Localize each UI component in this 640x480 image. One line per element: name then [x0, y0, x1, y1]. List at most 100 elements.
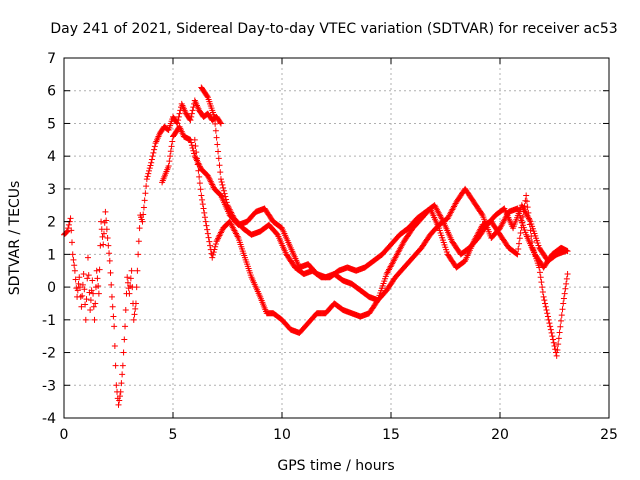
- data-point-trace-a: [146, 167, 153, 174]
- data-point-trace-c: [555, 341, 562, 348]
- data-point-trace-a: [72, 276, 79, 283]
- data-point-trace-c: [542, 300, 549, 307]
- data-point-trace-a: [71, 267, 78, 274]
- data-point-trace-a: [116, 393, 123, 400]
- data-point-trace-a: [82, 301, 89, 308]
- data-point-trace-c: [204, 230, 211, 237]
- data-point-trace-d: [216, 162, 223, 169]
- data-point-trace-a: [84, 254, 91, 261]
- data-point-trace-a: [189, 107, 196, 114]
- y-tick-label: 3: [47, 182, 56, 198]
- y-axis-label: SDTVAR / TECUs: [7, 181, 23, 296]
- data-point-trace-c: [193, 155, 200, 162]
- data-point-trace-a: [91, 316, 98, 323]
- y-tick-label: -3: [42, 378, 56, 394]
- data-point-trace-a: [174, 120, 181, 127]
- data-point-trace-c: [556, 329, 563, 336]
- data-point-trace-c: [518, 224, 525, 231]
- data-point-trace-a: [175, 117, 182, 124]
- data-point-trace-a: [141, 197, 148, 204]
- data-point-trace-a: [84, 275, 91, 282]
- data-point-trace-a: [145, 170, 152, 177]
- data-point-trace-b: [478, 210, 485, 217]
- data-point-trace-a: [117, 388, 124, 395]
- data-point-trace-a: [124, 274, 131, 281]
- axis-ticks: 0 5 10 15 20 25 -4 -3 -2 -1 0 1 2 3 4 5 6 7: [42, 51, 618, 443]
- data-point-trace-a: [112, 362, 119, 369]
- data-point-trace-a: [65, 225, 72, 232]
- data-point-trace-b: [165, 163, 172, 169]
- data-point-trace-a: [76, 274, 83, 281]
- data-point-trace-d: [212, 120, 219, 127]
- data-point-trace-a: [151, 146, 158, 153]
- data-point-trace-a: [217, 119, 224, 126]
- data-point-trace-c: [537, 274, 544, 281]
- data-point-trace-a: [132, 305, 139, 312]
- data-point-trace-a: [106, 257, 113, 264]
- data-point-trace-c: [554, 347, 561, 353]
- data-point-trace-a: [65, 221, 72, 228]
- data-point-trace-c: [516, 240, 523, 247]
- data-point-trace-c: [543, 307, 550, 313]
- x-axis-label: GPS time / hours: [277, 458, 394, 474]
- data-point-trace-c: [555, 335, 562, 342]
- data-point-trace-c: [205, 234, 212, 241]
- data-point-trace-a: [133, 284, 140, 291]
- data-point-trace-b: [169, 138, 176, 145]
- data-point-trace-c: [560, 295, 567, 302]
- data-point-trace-c: [524, 204, 531, 211]
- data-point-trace-c: [199, 201, 206, 208]
- data-point-trace-d: [227, 208, 234, 215]
- data-point-trace-d: [204, 93, 211, 100]
- data-point-trace-a: [81, 286, 88, 293]
- data-point-trace-c: [193, 149, 200, 156]
- data-point-trace-d: [224, 202, 231, 209]
- data-point-trace-d: [526, 217, 533, 224]
- data-point-trace-a: [89, 277, 96, 284]
- data-point-trace-a: [121, 336, 128, 343]
- data-point-trace-a: [122, 323, 129, 330]
- data-point-trace-d: [226, 206, 233, 213]
- data-point-trace-c: [539, 289, 546, 295]
- data-point-trace-d: [218, 179, 225, 185]
- data-point-trace-a: [95, 283, 102, 289]
- data-point-trace-c: [564, 271, 571, 277]
- data-point-trace-a: [105, 242, 112, 249]
- data-point-trace-a: [87, 297, 94, 304]
- data-point-trace-a: [103, 226, 110, 233]
- data-point-trace-c: [548, 329, 555, 336]
- data-point-trace-b: [168, 143, 175, 150]
- data-point-trace-c: [204, 226, 211, 233]
- data-point-trace-c: [519, 219, 526, 226]
- data-point-trace-a: [150, 149, 157, 156]
- data-point-trace-a: [82, 316, 89, 323]
- data-point-trace-a: [140, 204, 147, 211]
- data-point-trace-a: [127, 275, 134, 282]
- data-point-trace-c: [542, 303, 549, 310]
- data-point-trace-b: [190, 147, 197, 154]
- data-point-trace-a: [119, 362, 126, 369]
- y-tick-label: 0: [47, 280, 56, 296]
- data-point-trace-a: [94, 275, 101, 282]
- data-point-trace-b: [195, 160, 202, 167]
- data-point-trace-a: [116, 397, 123, 404]
- data-point-trace-c: [203, 222, 210, 229]
- data-point-trace-a: [175, 113, 182, 120]
- data-point-trace-c: [516, 235, 523, 242]
- data-point-trace-a: [143, 176, 150, 183]
- data-point-trace-a: [68, 227, 75, 234]
- data-point-trace-c: [213, 238, 220, 245]
- data-point-trace-c: [196, 180, 203, 187]
- data-point-trace-a: [110, 313, 117, 320]
- data-point-trace-b: [204, 172, 211, 179]
- data-point-trace-d: [221, 190, 228, 197]
- y-tick-label: -2: [42, 346, 56, 362]
- data-point-trace-c: [517, 229, 524, 236]
- data-point-trace-a: [96, 266, 103, 273]
- data-point-trace-c: [523, 192, 530, 199]
- data-point-trace-b: [192, 154, 199, 161]
- data-point-trace-c: [546, 320, 553, 327]
- data-point-trace-b: [188, 142, 195, 149]
- data-point-trace-a: [217, 120, 224, 127]
- data-point-trace-d: [217, 169, 224, 176]
